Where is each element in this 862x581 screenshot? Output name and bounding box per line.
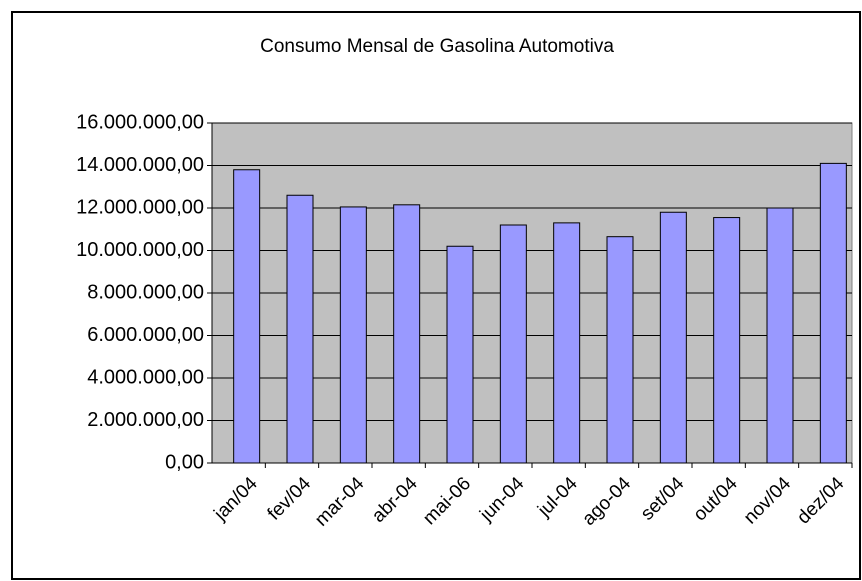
bar — [499, 224, 527, 464]
y-tick-label: 0,00 — [165, 451, 204, 473]
bar — [766, 207, 794, 464]
y-tick-label: 8.000.000,00 — [87, 281, 204, 303]
bar — [233, 169, 261, 464]
bar — [819, 162, 847, 464]
y-tick-label: 10.000.000,00 — [76, 239, 204, 261]
bar — [606, 236, 634, 464]
y-tick-label: 16.000.000,00 — [76, 111, 204, 133]
y-tick-label: 4.000.000,00 — [87, 366, 204, 388]
bar — [713, 217, 741, 464]
bar — [659, 211, 687, 464]
bar — [393, 204, 421, 464]
y-tick-label: 6.000.000,00 — [87, 324, 204, 346]
chart-title: Consumo Mensal de Gasolina Automotiva — [260, 36, 614, 57]
bar — [286, 194, 314, 464]
y-tick-label: 12.000.000,00 — [76, 196, 204, 218]
y-tick-label: 2.000.000,00 — [87, 409, 204, 431]
bar — [553, 222, 581, 464]
bar — [339, 206, 367, 464]
y-tick-label: 14.000.000,00 — [76, 154, 204, 176]
bar — [446, 245, 474, 464]
